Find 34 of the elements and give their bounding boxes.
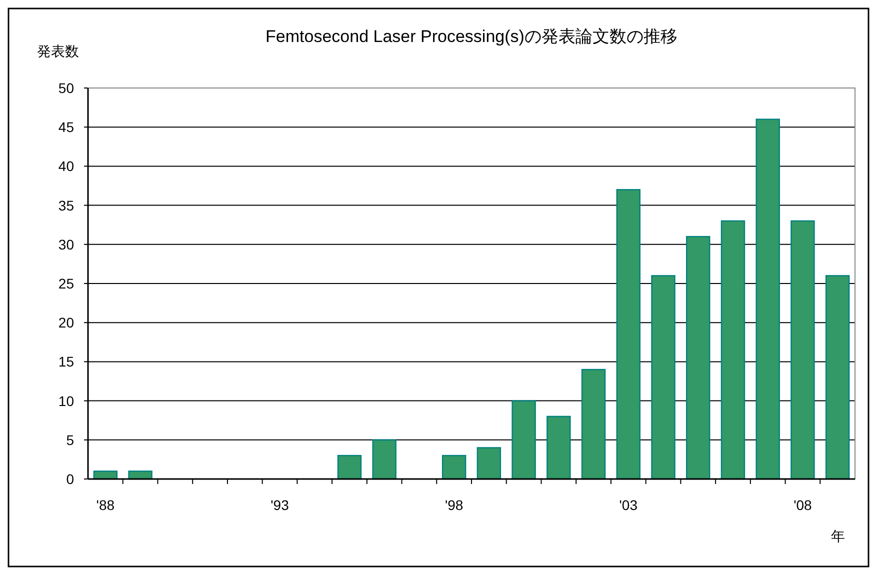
x-tick-label: '93 [270,497,290,513]
y-tick-label: 35 [58,197,74,214]
y-tick-label: 25 [58,276,74,292]
chart-title: Femtosecond Laser Processing(s)の発表論文数の推移 [266,27,678,46]
y-tick-label: 20 [58,314,74,331]
bar [616,189,640,480]
bar [720,220,746,480]
y-tick-label: 30 [58,236,74,252]
bar [825,275,850,480]
x-tick-label: '08 [794,497,812,513]
y-tick-label: 10 [58,392,74,409]
y-tick-label: 15 [58,354,74,370]
bar [756,118,780,480]
bar [686,236,710,480]
bar [581,368,606,480]
bar [476,447,502,480]
bar [442,454,466,480]
x-axis-title: 年 [831,528,845,544]
bar [337,454,362,480]
bar [512,400,536,480]
y-tick-label: 5 [66,432,74,448]
bar [546,416,571,480]
y-tick-label: 0 [66,471,74,487]
bar [790,220,815,480]
bar [372,439,396,480]
x-tick-label: '98 [444,497,464,513]
bar [651,275,676,480]
y-tick-label: 50 [58,80,74,96]
x-tick-label: '88 [96,497,115,513]
x-tick-label: '03 [619,497,638,513]
y-axis-title: 発表数 [37,43,79,59]
y-tick-label: 40 [58,158,74,174]
bar [128,470,152,480]
y-tick-label: 45 [58,119,74,136]
